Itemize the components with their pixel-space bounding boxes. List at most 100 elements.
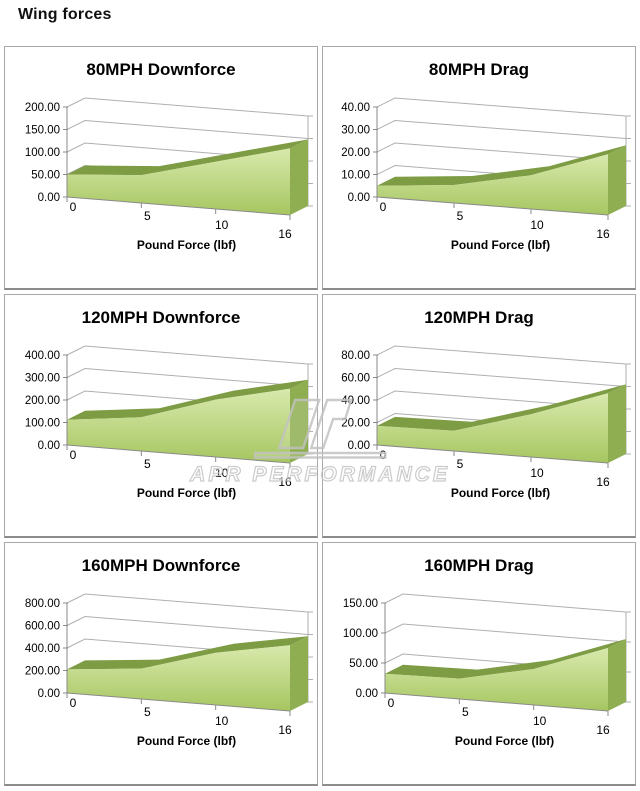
x-axis-title: Pound Force (lbf) — [137, 486, 236, 500]
y-tick-label: 100.00 — [25, 418, 60, 430]
x-tick-label: 5 — [144, 209, 151, 223]
area-side-face — [608, 639, 626, 711]
y-tick-label: 20.00 — [341, 418, 370, 430]
x-axis — [376, 444, 609, 464]
y-tick-label: 50.00 — [349, 658, 378, 670]
y-tick-label: 10.00 — [341, 170, 370, 182]
x-tick-label: 16 — [596, 475, 610, 489]
y-tick-label: 0.00 — [38, 192, 60, 204]
gridline — [66, 593, 309, 613]
chart-title: 160MPH Downforce — [81, 556, 241, 575]
chart-title: 80MPH Downforce — [86, 60, 236, 79]
y-tick-label: 800.00 — [25, 598, 60, 610]
gridline — [376, 142, 627, 162]
charts-grid: 80MPH Downforce 0.00 50.00 100.00 150.00 200… — [4, 46, 636, 786]
gridline — [66, 119, 309, 139]
area-front-face — [67, 388, 290, 463]
gridline — [384, 623, 627, 643]
y-tick-label: 0.00 — [348, 440, 370, 452]
area-side-face — [290, 636, 308, 711]
y-tick-label: 200.00 — [25, 395, 60, 407]
x-axis-title: Pound Force (lbf) — [451, 238, 550, 252]
chart-box-80mph-drag: 80MPH Drag 0.00 10.00 20.00 30.00 40.00 0 5 10 1… — [322, 46, 636, 290]
x-axis-title: Pound Force (lbf) — [455, 734, 554, 748]
x-tick-label: 10 — [215, 218, 229, 232]
area-front-face — [385, 648, 608, 711]
x-tick-label: 5 — [462, 705, 469, 719]
y-tick-label: 60.00 — [341, 373, 370, 385]
chart-box-160mph-downforce: 160MPH Downforce 0.00 200.00 400.00 600.00 8… — [4, 542, 318, 786]
x-tick-label: 10 — [530, 218, 544, 232]
y-tick-label: 0.00 — [356, 688, 378, 700]
chart-title: 120MPH Downforce — [81, 308, 241, 327]
area-chart-160mph-drag: 0.00 50.00 100.00 150.00 0 5 10 16 Pound Force (… — [343, 593, 631, 748]
area-chart-160mph-downforce: 0.00 200.00 400.00 600.00 800.00 0 5 10 16 Pound … — [25, 593, 313, 748]
chart-title: 160MPH Drag — [424, 556, 534, 575]
y-tick-label: 600.00 — [25, 621, 60, 633]
x-tick-label: 16 — [278, 475, 292, 489]
y-tick-label: 100.00 — [25, 147, 60, 159]
x-tick-label: 5 — [144, 457, 151, 471]
area-side-face — [608, 384, 626, 463]
x-tick-label: 10 — [530, 466, 544, 480]
y-tick-label: 200.00 — [25, 102, 60, 114]
area-top-ridge — [377, 384, 626, 431]
x-axis-title: Pound Force (lbf) — [137, 734, 236, 748]
page-title: Wing forces — [18, 6, 112, 23]
area-chart-80mph-drag: 0.00 10.00 20.00 30.00 40.00 0 5 10 16 Pound Forc… — [341, 97, 631, 252]
x-axis — [376, 196, 609, 216]
area-top-ridge — [377, 145, 626, 186]
x-axis-title: Pound Force (lbf) — [137, 238, 236, 252]
chart-box-80mph-downforce: 80MPH Downforce 0.00 50.00 100.00 150.00 200… — [4, 46, 318, 290]
area-top-ridge — [67, 379, 308, 420]
x-tick-label: 16 — [278, 227, 292, 241]
y-tick-label: 80.00 — [341, 350, 370, 362]
x-axis — [66, 444, 291, 464]
x-tick-label: 10 — [215, 714, 229, 728]
gridline — [376, 119, 627, 139]
y-tick-label: 300.00 — [25, 373, 60, 385]
y-tick-label: 40.00 — [341, 102, 370, 114]
x-axis-title: Pound Force (lbf) — [451, 486, 550, 500]
chart-title: 80MPH Drag — [428, 60, 530, 79]
y-tick-label: 150.00 — [25, 125, 60, 137]
gridline — [66, 345, 309, 365]
x-tick-label: 10 — [533, 714, 547, 728]
area-front-face — [67, 148, 290, 215]
y-tick-label: 50.00 — [31, 170, 60, 182]
x-tick-label: 5 — [457, 209, 464, 223]
x-tick-label: 0 — [70, 200, 77, 214]
area-top-ridge — [67, 139, 308, 176]
y-tick-label: 0.00 — [38, 440, 60, 452]
area-top-ridge — [67, 636, 308, 670]
chart-box-120mph-drag: 120MPH Drag 0.00 20.00 40.00 60.00 80.00 0 5 10… — [322, 294, 636, 538]
x-tick-label: 0 — [70, 448, 77, 462]
gridline — [376, 345, 627, 365]
x-axis — [384, 692, 609, 712]
x-tick-label: 16 — [596, 723, 610, 737]
x-tick-label: 5 — [457, 457, 464, 471]
area-front-face — [67, 645, 290, 711]
x-tick-label: 0 — [388, 696, 395, 710]
x-axis — [66, 692, 291, 712]
x-tick-label: 5 — [144, 705, 151, 719]
y-tick-label: 40.00 — [341, 395, 370, 407]
y-tick-label: 20.00 — [341, 147, 370, 159]
y-tick-label: 150.00 — [343, 598, 378, 610]
gridline — [66, 97, 309, 117]
x-tick-label: 0 — [380, 200, 387, 214]
y-tick-label: 100.00 — [343, 628, 378, 640]
x-tick-label: 0 — [70, 696, 77, 710]
x-tick-label: 0 — [380, 448, 387, 462]
chart-box-120mph-downforce: 120MPH Downforce 0.00 100.00 200.00 300.00 4… — [4, 294, 318, 538]
area-chart-80mph-downforce: 0.00 50.00 100.00 150.00 200.00 0 5 10 16 Pound F… — [25, 97, 313, 252]
x-tick-label: 16 — [596, 227, 610, 241]
gridline — [66, 615, 309, 635]
area-chart-120mph-drag: 0.00 20.00 40.00 60.00 80.00 0 5 10 16 Pound Forc… — [341, 345, 631, 500]
x-tick-label: 16 — [278, 723, 292, 737]
x-axis — [66, 196, 291, 216]
y-tick-label: 30.00 — [341, 125, 370, 137]
y-tick-label: 400.00 — [25, 350, 60, 362]
area-chart-120mph-downforce: 0.00 100.00 200.00 300.00 400.00 0 5 10 16 Pound … — [25, 345, 313, 500]
gridline — [376, 390, 627, 410]
